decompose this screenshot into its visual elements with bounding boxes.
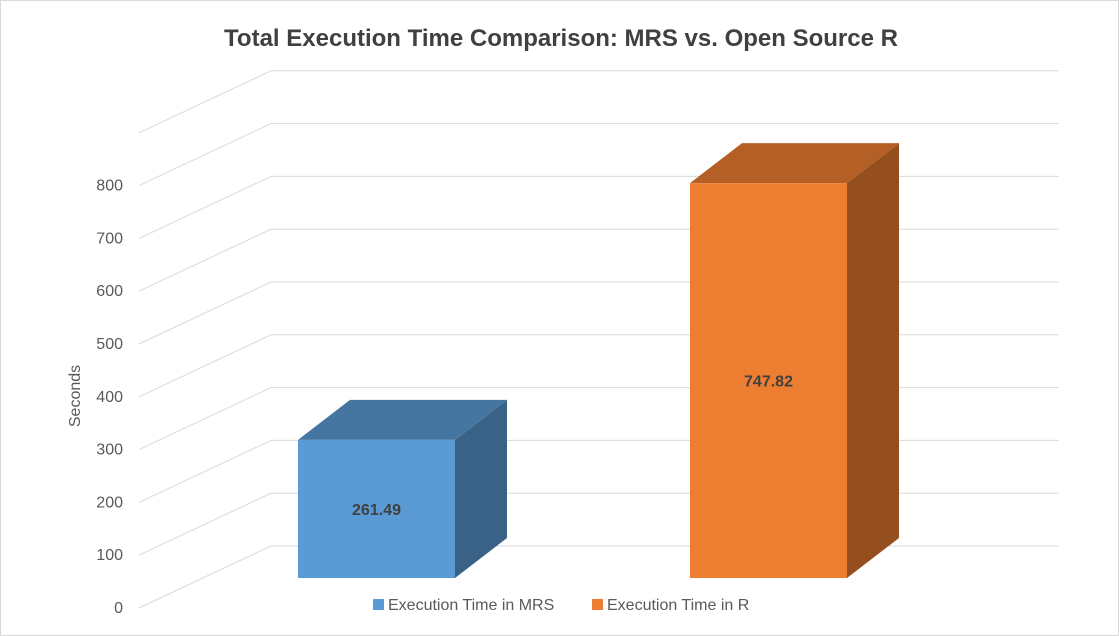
bar-side-face xyxy=(455,399,507,578)
y-tick-label: 200 xyxy=(96,494,123,511)
gridline-side xyxy=(138,175,272,239)
legend-label: Execution Time in R xyxy=(607,597,749,614)
gridline-side xyxy=(138,387,272,451)
legend-swatch xyxy=(592,599,603,610)
bar-side-face xyxy=(847,143,899,578)
legend: Execution Time in MRS Execution Time in R xyxy=(373,597,749,614)
y-tick-label: 800 xyxy=(96,178,123,195)
bar-front-face xyxy=(690,183,847,578)
bars: 261.49 747.82 xyxy=(298,143,899,578)
bar-data-label: 261.49 xyxy=(352,502,401,519)
gridline-side xyxy=(138,281,272,345)
y-tick-label: 600 xyxy=(96,283,123,300)
gridline-side xyxy=(138,70,272,134)
legend-label: Execution Time in MRS xyxy=(388,597,554,614)
gridline-side xyxy=(138,123,272,187)
y-tick-label: 0 xyxy=(114,600,123,617)
gridline-side xyxy=(138,334,272,398)
bar-data-label: 747.82 xyxy=(744,374,793,391)
gridline-side xyxy=(138,228,272,292)
y-tick-label: 400 xyxy=(96,389,123,406)
bar-1: 747.82 xyxy=(690,143,899,578)
gridline-side xyxy=(138,545,272,609)
chart-title: Total Execution Time Comparison: MRS vs.… xyxy=(224,25,898,52)
bar-0: 261.49 xyxy=(298,399,507,578)
y-tick-label: 700 xyxy=(96,230,123,247)
bar-top-face xyxy=(690,143,899,184)
gridline-side xyxy=(138,439,272,503)
bar-top-face xyxy=(298,399,507,440)
y-axis-tick-labels: 0 100 200 300 400 500 600 700 800 xyxy=(96,178,123,617)
bar-front-face xyxy=(298,439,455,578)
legend-swatch xyxy=(373,599,384,610)
y-tick-label: 500 xyxy=(96,336,123,353)
gridline-side xyxy=(138,492,272,556)
gridlines xyxy=(138,70,1059,609)
y-tick-label: 300 xyxy=(96,442,123,459)
y-tick-label: 100 xyxy=(96,547,123,564)
y-axis-label: Seconds xyxy=(67,365,84,427)
